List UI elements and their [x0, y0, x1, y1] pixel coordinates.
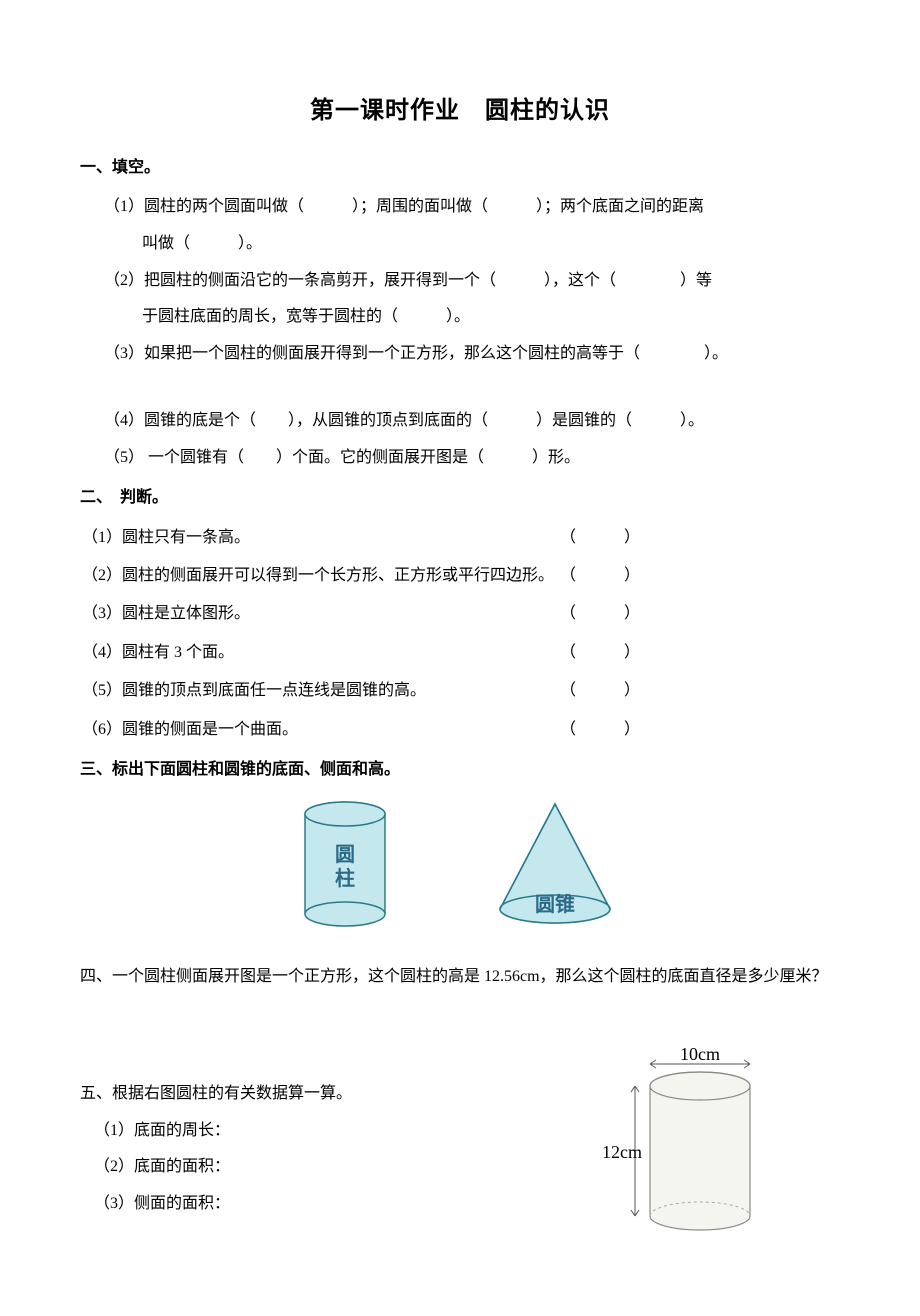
- cylinder-shape: 圆 柱: [300, 799, 390, 929]
- judge-text: （5）圆锥的顶点到底面任一点连线是圆锥的高。: [82, 672, 426, 710]
- cylinder-svg: 圆 柱: [300, 799, 390, 929]
- judge-item-4: （4）圆柱有 3 个面。 （ ）: [80, 634, 840, 672]
- cone-shape: 圆锥: [490, 799, 620, 929]
- cone-svg: 圆锥: [490, 799, 620, 929]
- judge-item-1: （1）圆柱只有一条高。 （ ）: [80, 519, 840, 557]
- judge-paren: （ ）: [560, 557, 640, 595]
- fill-item-5: （5） 一个圆锥有（ ）个面。它的侧面展开图是（ ）形。: [80, 440, 840, 477]
- section-3-header: 三、标出下面圆柱和圆锥的底面、侧面和高。: [80, 755, 840, 779]
- cylinder-label-line1: 圆: [335, 843, 355, 866]
- fill-item-2-line1: （2）把圆柱的侧面沿它的一条高剪开，展开得到一个（ ），这个（ ）等: [80, 263, 840, 300]
- cone-label: 圆锥: [535, 892, 575, 916]
- judge-text: （2）圆柱的侧面展开可以得到一个长方形、正方形或平行四边形。: [82, 557, 554, 595]
- judge-paren: （ ）: [560, 711, 640, 749]
- judge-text: （4）圆柱有 3 个面。: [82, 634, 234, 672]
- fill-item-3: （3）如果把一个圆柱的侧面展开得到一个正方形，那么这个圆柱的高等于（ ）。: [80, 336, 840, 373]
- judge-item-5: （5）圆锥的顶点到底面任一点连线是圆锥的高。 （ ）: [80, 672, 840, 710]
- width-label: 10cm: [680, 1046, 720, 1064]
- q5-item-2: （2）底面的面积：: [80, 1149, 590, 1186]
- judge-item-2: （2）圆柱的侧面展开可以得到一个长方形、正方形或平行四边形。 （ ）: [80, 557, 840, 595]
- judge-paren: （ ）: [560, 595, 640, 633]
- q5-item-1: （1）底面的周长：: [80, 1113, 590, 1150]
- cylinder-dimension-diagram: 10cm 12cm: [590, 1046, 790, 1256]
- judge-paren: （ ）: [560, 634, 640, 672]
- judge-text: （1）圆柱只有一条高。: [82, 519, 250, 557]
- fill-item-2-line2: 于圆柱底面的周长，宽等于圆柱的（ ）。: [80, 299, 840, 336]
- fill-item-1-line2: 叫做（ ）。: [80, 226, 840, 263]
- question-5-container: 五、根据右图圆柱的有关数据算一算。 （1）底面的周长： （2）底面的面积： （3…: [80, 1076, 840, 1256]
- judge-item-6: （6）圆锥的侧面是一个曲面。 （ ）: [80, 711, 840, 749]
- question-4: 四、一个圆柱侧面展开图是一个正方形，这个圆柱的高是 12.56cm，那么这个圆柱…: [80, 959, 840, 996]
- fill-item-1-line1: （1）圆柱的两个圆面叫做（ ）；周围的面叫做（ ）；两个底面之间的距离: [80, 189, 840, 226]
- fill-item-4: （4）圆锥的底是个（ ），从圆锥的顶点到底面的（ ）是圆锥的（ ）。: [80, 403, 840, 440]
- section-1-header: 一、填空。: [80, 153, 840, 177]
- cylinder-label-line2: 柱: [335, 866, 355, 890]
- judge-text: （6）圆锥的侧面是一个曲面。: [82, 711, 298, 749]
- shapes-container: 圆 柱 圆锥: [80, 799, 840, 929]
- judge-text: （3）圆柱是立体图形。: [82, 595, 250, 633]
- question-5-text: 五、根据右图圆柱的有关数据算一算。 （1）底面的周长： （2）底面的面积： （3…: [80, 1076, 590, 1223]
- judge-paren: （ ）: [560, 519, 640, 557]
- worksheet-title: 第一课时作业 圆柱的认识: [80, 90, 840, 125]
- section-5-header: 五、根据右图圆柱的有关数据算一算。: [80, 1076, 590, 1113]
- judge-item-3: （3）圆柱是立体图形。 （ ）: [80, 595, 840, 633]
- judge-paren: （ ）: [560, 672, 640, 710]
- height-label: 12cm: [602, 1142, 642, 1162]
- section-2-header: 二、 判断。: [80, 483, 840, 507]
- q5-item-3: （3）侧面的面积：: [80, 1186, 590, 1223]
